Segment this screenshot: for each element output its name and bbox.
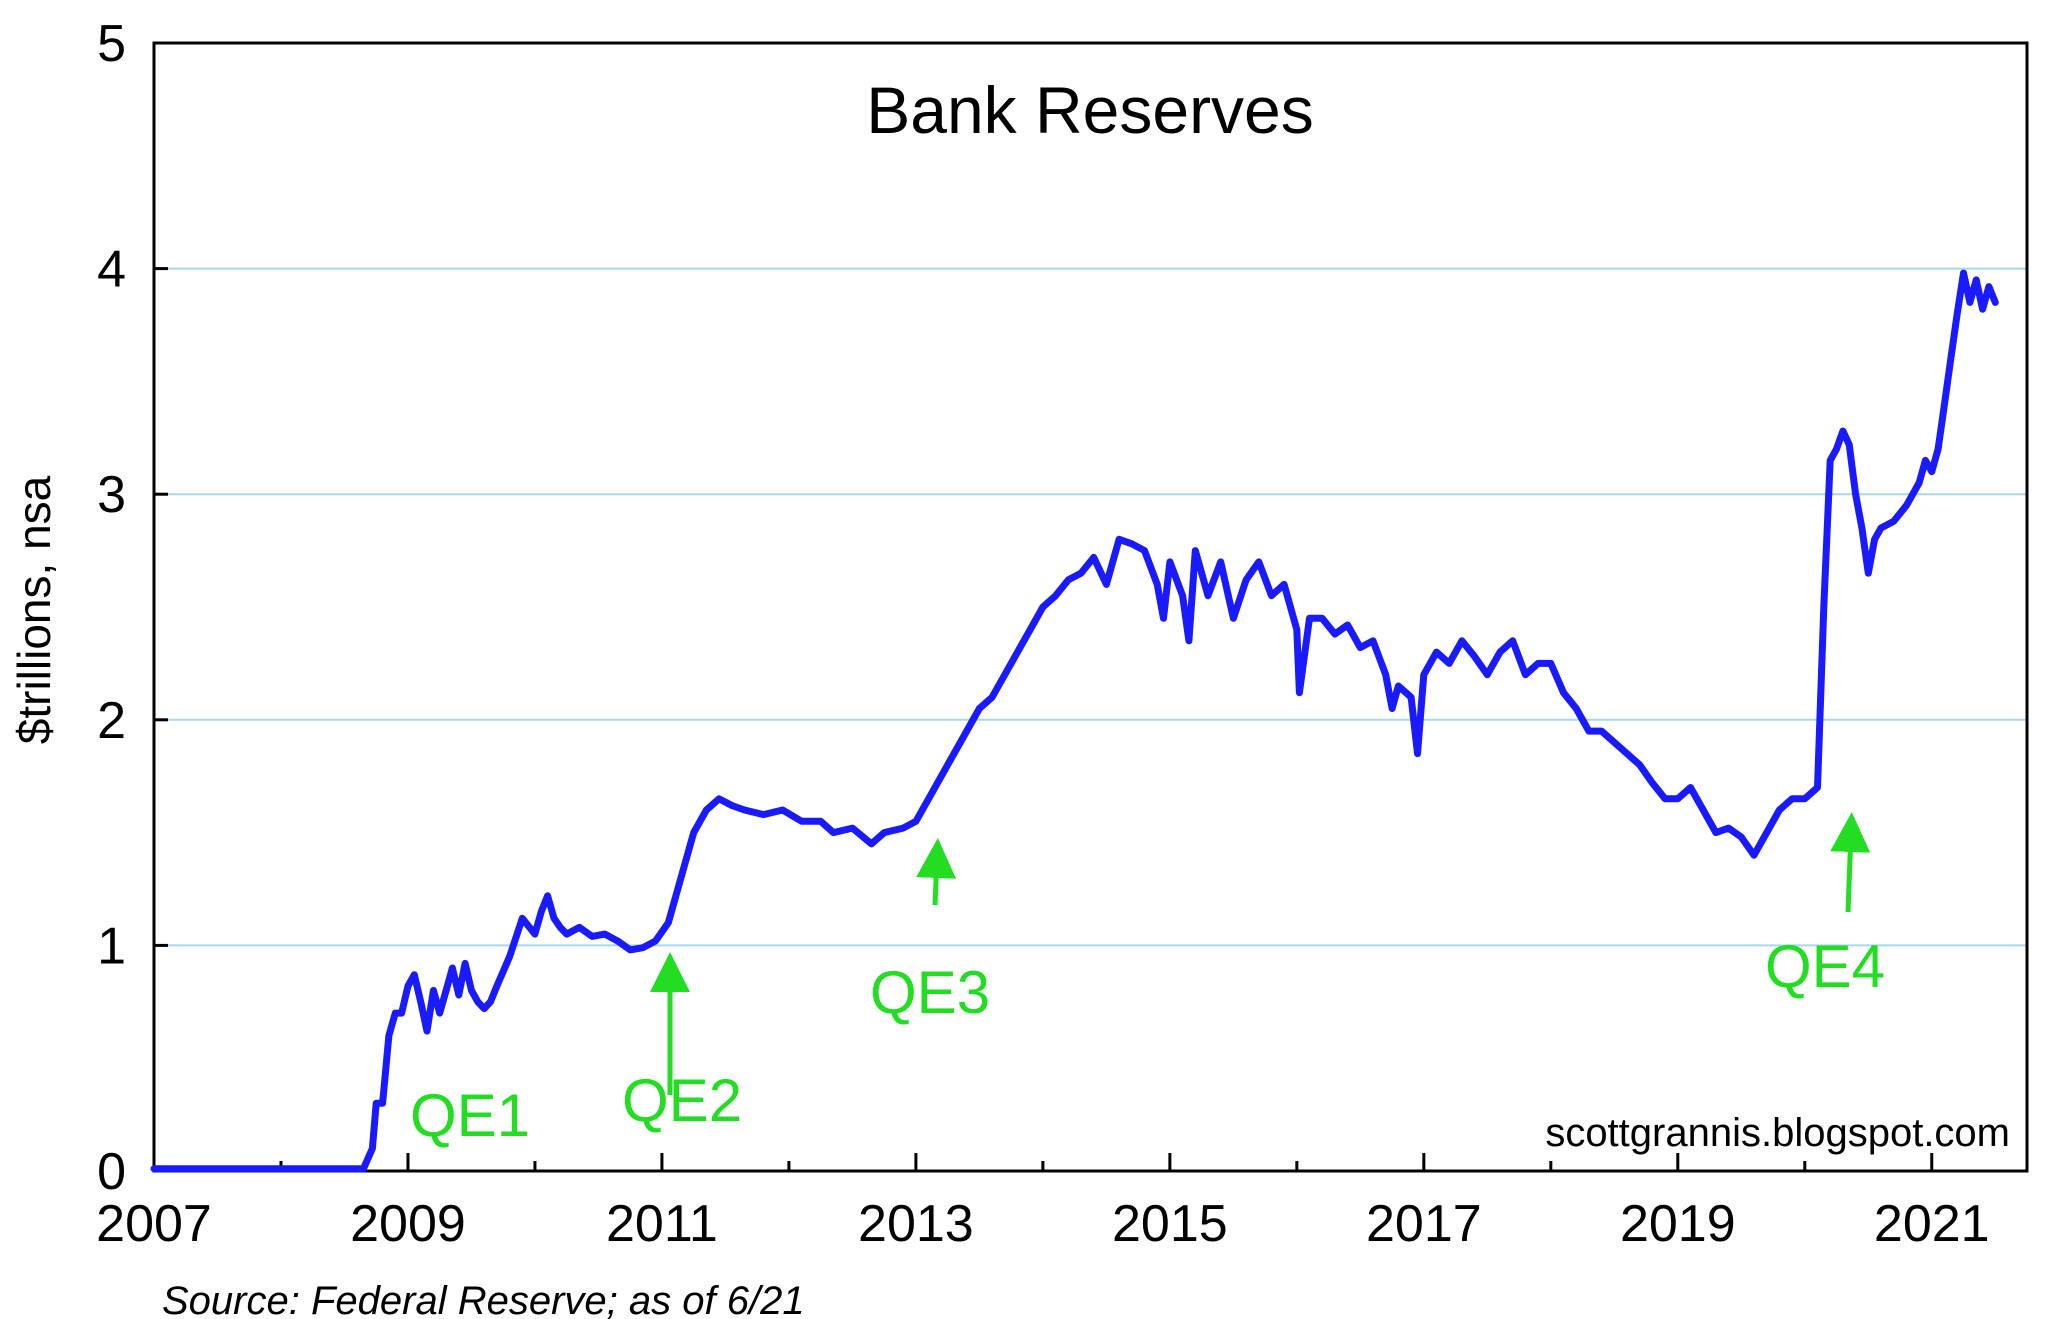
y-tick-label-1: 1 [97, 917, 126, 975]
bank-reserves-line [150, 269, 1999, 1173]
annotation-qe4-arrow [1830, 812, 1871, 913]
y-tick-label-3: 3 [97, 466, 126, 524]
watermark-site: scottgrannis.blogspot.com [1545, 1111, 2010, 1155]
y-tick-label-0: 0 [97, 1143, 126, 1201]
x-tick-label-2009: 2009 [350, 1195, 466, 1253]
plot-frame [152, 41, 2029, 1173]
annotation-qe1: QE1 [410, 1082, 530, 1149]
annotation-qe3-arrow [916, 838, 957, 906]
y-tick-label-5: 5 [97, 15, 126, 73]
qe-annotations: QE1 QE2 QE3 QE4 [410, 812, 1885, 1149]
x-tick-label-2015: 2015 [1112, 1195, 1228, 1253]
y-axis: 0 1 2 3 4 5 [97, 15, 168, 1201]
x-axis: 2007 2009 2011 2013 2015 2017 2019 2021 [96, 1153, 1990, 1253]
annotation-qe2: QE2 [622, 1067, 742, 1134]
annotation-qe3: QE3 [870, 959, 990, 1026]
y-tick-label-2: 2 [97, 692, 126, 750]
y-tick-label-4: 4 [97, 241, 126, 299]
x-tick-label-2021: 2021 [1874, 1195, 1990, 1253]
annotation-qe4: QE4 [1765, 933, 1885, 1000]
x-tick-label-2007: 2007 [96, 1195, 212, 1253]
chart-title: Bank Reserves [866, 73, 1314, 147]
x-tick-label-2019: 2019 [1620, 1195, 1736, 1253]
x-tick-label-2013: 2013 [858, 1195, 974, 1253]
y-axis-label: $trillions, nsa [8, 475, 60, 744]
source-note: Source: Federal Reserve; as of 6/21 [162, 1279, 805, 1319]
gridlines [154, 267, 2027, 947]
x-tick-label-2017: 2017 [1366, 1195, 1482, 1253]
x-tick-label-2011: 2011 [606, 1195, 718, 1253]
